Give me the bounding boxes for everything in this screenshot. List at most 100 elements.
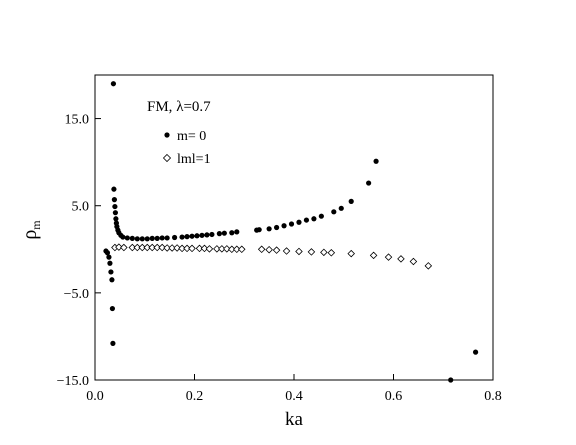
- annotation-lambda: λ: [176, 99, 184, 115]
- point-m1: [233, 245, 241, 254]
- point-m1: [218, 245, 226, 253]
- point-m0: [296, 219, 302, 225]
- point-m0: [107, 260, 113, 266]
- point-m1: [424, 262, 433, 270]
- x-tick-label: 0.2: [186, 389, 204, 404]
- legend-marker-m1: [162, 153, 172, 163]
- point-m0: [144, 236, 150, 242]
- point-m0: [113, 216, 119, 222]
- point-m0: [129, 235, 135, 241]
- point-m0: [256, 227, 262, 233]
- point-m1: [133, 243, 142, 252]
- point-m0: [134, 236, 140, 242]
- point-m1: [272, 246, 281, 254]
- point-m1: [228, 245, 236, 254]
- point-m1: [282, 247, 291, 255]
- point-m0: [216, 231, 222, 237]
- point-m0: [273, 224, 280, 231]
- point-m0: [164, 235, 170, 241]
- x-tick-label: 0.6: [385, 389, 403, 404]
- point-m0: [204, 232, 210, 238]
- y-tick-label: −15.0: [57, 374, 89, 389]
- point-m0: [348, 198, 354, 204]
- point-m0: [124, 235, 130, 241]
- point-m1: [195, 244, 204, 253]
- legend-label-m1: lml=1: [177, 152, 211, 167]
- point-m0: [472, 349, 479, 355]
- point-m0: [234, 229, 240, 235]
- point-m1: [213, 245, 221, 253]
- point-m1: [128, 243, 137, 252]
- y-tick-label: 5.0: [72, 200, 90, 215]
- point-m1: [320, 248, 328, 257]
- point-m1: [347, 249, 355, 258]
- point-m1: [173, 244, 181, 252]
- point-m1: [257, 245, 266, 254]
- point-m0: [221, 230, 227, 236]
- point-m1: [327, 249, 336, 257]
- series-m1: [111, 243, 433, 270]
- point-m0: [120, 234, 126, 240]
- point-m1: [115, 243, 123, 251]
- point-m0: [110, 81, 117, 87]
- y-axis-label: ρm: [19, 220, 43, 240]
- point-m1: [295, 247, 303, 256]
- point-m0: [139, 236, 145, 242]
- y-tick-label: 15.0: [65, 113, 90, 128]
- point-m1: [384, 253, 393, 261]
- y-axis-label-symbol: ρ: [19, 230, 41, 240]
- point-m1: [153, 243, 161, 252]
- point-m0: [209, 231, 215, 238]
- point-m1: [369, 251, 378, 260]
- point-m1: [307, 248, 316, 256]
- y-axis-label-subscript: m: [29, 220, 43, 230]
- legend: m= 0 lml=1: [162, 129, 211, 167]
- point-m1: [205, 245, 214, 253]
- point-m0: [199, 232, 205, 238]
- point-m0: [149, 235, 155, 241]
- point-m0: [194, 233, 200, 239]
- point-m1: [148, 243, 156, 252]
- point-m0: [448, 377, 454, 383]
- point-m0: [109, 305, 116, 312]
- point-m0: [104, 250, 111, 256]
- series-m0: [103, 81, 479, 383]
- point-m1: [178, 244, 186, 253]
- annotation-prefix: FM,: [147, 99, 176, 115]
- point-m0: [108, 269, 114, 275]
- point-m1: [237, 245, 246, 254]
- x-axis-label: ka: [285, 409, 304, 430]
- point-m0: [112, 210, 118, 216]
- point-m0: [373, 158, 379, 164]
- legend-marker-m0: [164, 132, 170, 138]
- point-m0: [266, 226, 272, 232]
- point-m1: [397, 255, 405, 263]
- x-tick-label: 0.4: [285, 389, 303, 404]
- point-m1: [223, 245, 231, 253]
- point-m0: [106, 254, 112, 260]
- point-m1: [200, 244, 209, 253]
- point-m1: [120, 243, 128, 252]
- point-m1: [409, 257, 418, 266]
- point-m0: [111, 186, 117, 192]
- point-m1: [143, 243, 152, 252]
- point-m1: [188, 244, 196, 253]
- point-m0: [179, 234, 185, 240]
- plot-frame: [94, 74, 494, 381]
- point-m0: [229, 230, 235, 236]
- point-m1: [138, 243, 147, 252]
- point-m0: [331, 209, 337, 215]
- x-tick-label: 0.0: [86, 389, 104, 404]
- point-m1: [183, 244, 191, 253]
- y-axis-ticks: −15.0 −5.0 5.0 15.0: [57, 113, 101, 389]
- x-tick-label: 0.8: [484, 389, 502, 404]
- point-m0: [318, 213, 324, 219]
- point-m1: [158, 243, 166, 252]
- point-m0: [311, 216, 317, 222]
- point-m1: [168, 244, 176, 252]
- point-m0: [159, 235, 165, 241]
- x-axis-ticks: 0.0 0.2 0.4 0.6 0.8: [86, 374, 502, 404]
- point-m0: [303, 217, 310, 223]
- point-m0: [366, 180, 372, 186]
